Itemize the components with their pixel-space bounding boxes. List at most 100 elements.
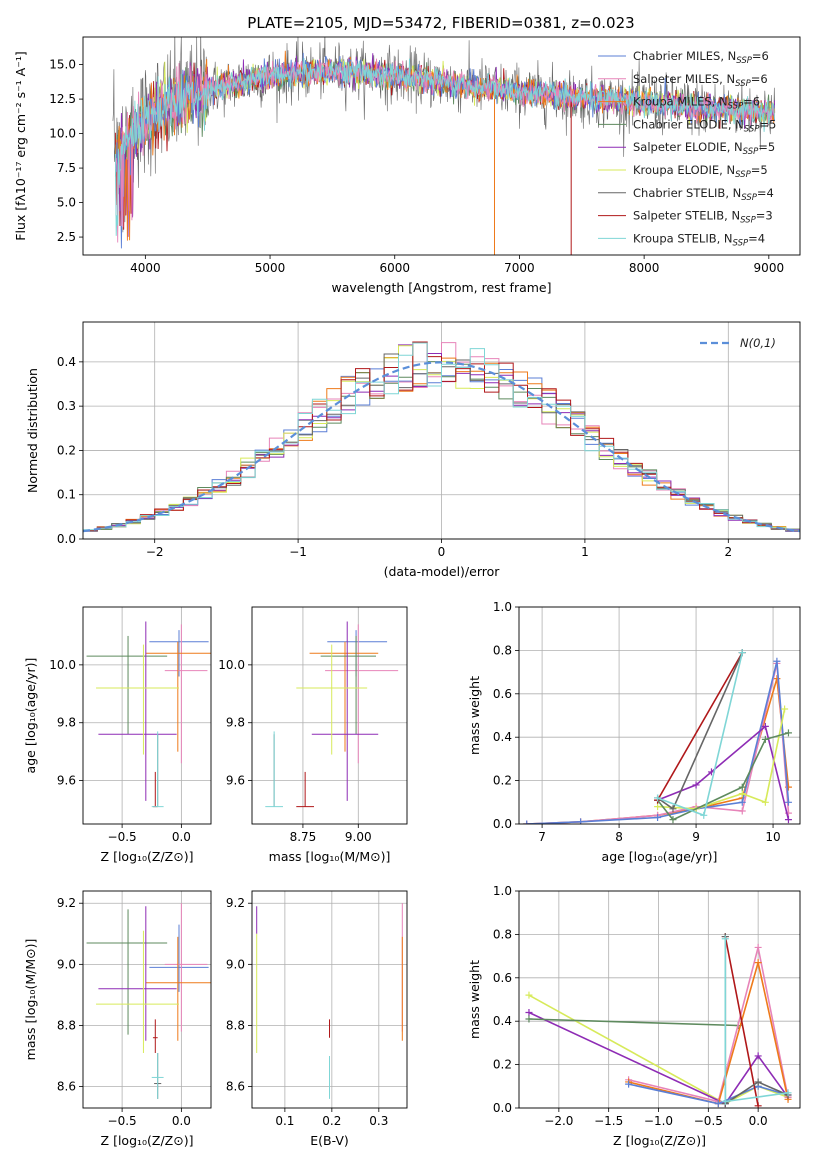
y-tick-label: 0.1 bbox=[57, 488, 76, 502]
weight-line-salpeter-stelib bbox=[656, 652, 743, 801]
legend-label: Kroupa STELIB, NSSP=4 bbox=[633, 231, 765, 248]
x-tick-label: 9 bbox=[692, 830, 700, 844]
axes-age_vs_Z: −0.5 0.0 9.6 9.8 10.0 Z [log₁₀(Z/Z⊙)] age [log… bbox=[23, 606, 212, 864]
weight-point bbox=[738, 807, 746, 815]
weight-point bbox=[738, 783, 746, 791]
y-axis-label: mass weight bbox=[467, 676, 482, 755]
axes-spectrum: 4000 5000 6000 7000 8000 9000 2.5 5.0 7.5 10.0 12.… bbox=[13, 36, 801, 295]
y-tick-label: 0.2 bbox=[493, 1058, 512, 1072]
axes-frame bbox=[251, 606, 408, 825]
weight-point bbox=[525, 991, 533, 999]
legend-label: Chabrier MILES, NSSP=6 bbox=[633, 49, 769, 66]
weight-point bbox=[654, 813, 662, 821]
y-tick-label: 8.6 bbox=[226, 1080, 245, 1094]
x-tick-label: 0.0 bbox=[172, 830, 191, 844]
axes-frame bbox=[518, 890, 801, 1109]
y-axis-label: mass weight bbox=[467, 960, 482, 1039]
plot-area-massweight_vs_Z bbox=[525, 933, 792, 1108]
weight-point bbox=[654, 803, 662, 811]
weight-point bbox=[700, 811, 708, 819]
weight-point bbox=[784, 798, 792, 806]
x-tick-label: 1 bbox=[581, 545, 589, 559]
weight-point bbox=[784, 1089, 792, 1097]
x-tick-label: 7 bbox=[538, 830, 546, 844]
y-tick-label: 0.6 bbox=[493, 971, 512, 985]
x-axis-label: E(B-V) bbox=[310, 1133, 349, 1148]
x-tick-label: 0.0 bbox=[172, 1114, 191, 1128]
spectrum-line-kroupa-stelib bbox=[114, 57, 776, 236]
x-axis-label: (data-model)/error bbox=[384, 564, 501, 579]
y-tick-label: 0.2 bbox=[493, 774, 512, 788]
x-tick-label: 0.0 bbox=[749, 1114, 768, 1128]
y-tick-label: 0.8 bbox=[493, 643, 512, 657]
plot-area-mass_vs_EBV bbox=[256, 903, 403, 1099]
y-tick-label: 0.0 bbox=[57, 532, 76, 546]
x-axis-label: age [log₁₀(age/yr)] bbox=[602, 849, 718, 864]
axes-frame bbox=[251, 890, 408, 1109]
legend-label: Salpeter STELIB, NSSP=3 bbox=[633, 209, 773, 226]
axes-age_vs_mass: 8.75 9.00 9.6 9.8 10.0 mass [log₁₀(M/M⊙)] bbox=[218, 606, 408, 864]
weight-line-kroupa-stelib bbox=[657, 652, 744, 817]
weight-point bbox=[625, 1080, 633, 1088]
y-tick-label: 9.2 bbox=[226, 896, 245, 910]
legend-label: Salpeter MILES, NSSP=6 bbox=[633, 72, 768, 89]
x-tick-label: −1.0 bbox=[644, 1114, 673, 1128]
x-tick-label: −1.5 bbox=[594, 1114, 623, 1128]
x-tick-label: 6000 bbox=[379, 261, 410, 275]
x-tick-label: 9000 bbox=[754, 261, 785, 275]
y-tick-label: 10.0 bbox=[218, 658, 245, 672]
x-tick-label: −0.5 bbox=[108, 830, 137, 844]
plot-area-age_vs_mass bbox=[265, 621, 399, 808]
weight-point bbox=[761, 722, 769, 730]
y-tick-label: 9.2 bbox=[57, 896, 76, 910]
weight-point bbox=[721, 1097, 729, 1105]
weight-point bbox=[721, 935, 729, 943]
x-tick-label: 9.00 bbox=[345, 830, 372, 844]
legend-label: Kroupa ELODIE, NSSP=5 bbox=[633, 163, 768, 180]
x-tick-label: 8 bbox=[615, 830, 623, 844]
y-tick-label: 8.8 bbox=[57, 1018, 76, 1032]
axes-frame bbox=[82, 606, 212, 825]
weight-point bbox=[773, 675, 781, 683]
weight-point bbox=[669, 816, 677, 824]
weight-point bbox=[738, 798, 746, 806]
y-tick-label: 9.6 bbox=[226, 774, 245, 788]
weight-point bbox=[692, 781, 700, 789]
figure-title: PLATE=2105, MJD=53472, FIBERID=0381, z=0… bbox=[247, 14, 634, 32]
weight-line-kroupa-elodie bbox=[528, 994, 789, 1105]
x-tick-label: 8000 bbox=[629, 261, 660, 275]
weight-line-salpeter-miles bbox=[628, 947, 789, 1103]
legend-label: Chabrier STELIB, NSSP=4 bbox=[633, 186, 774, 203]
gaussian-curve bbox=[83, 361, 800, 533]
y-tick-label: 15.0 bbox=[49, 58, 76, 72]
y-tick-label: 0.6 bbox=[493, 687, 512, 701]
weight-point bbox=[738, 790, 746, 798]
x-tick-label: −0.5 bbox=[108, 1114, 137, 1128]
weight-point bbox=[784, 816, 792, 824]
legend-label: Salpeter ELODIE, NSSP=5 bbox=[633, 140, 775, 157]
weight-line-kroupa-miles bbox=[628, 962, 789, 1105]
y-axis-label: mass [log₁₀(M/M⊙)] bbox=[23, 939, 38, 1061]
plot-area-residual_histogram bbox=[83, 341, 800, 534]
hist-step-kroupa-stelib bbox=[83, 342, 800, 534]
weight-line-chabrier-elodie bbox=[656, 732, 789, 821]
plot-area-massweight_vs_age bbox=[523, 649, 792, 824]
y-tick-label: 0.4 bbox=[57, 355, 76, 369]
y-tick-label: 2.5 bbox=[57, 230, 76, 244]
weight-point bbox=[754, 1052, 762, 1060]
x-tick-label: 4000 bbox=[130, 261, 161, 275]
weight-line-chabrier-elodie bbox=[528, 1018, 739, 1027]
y-tick-label: 0.8 bbox=[493, 927, 512, 941]
x-tick-label: −1 bbox=[289, 545, 307, 559]
y-tick-label: 0.3 bbox=[57, 399, 76, 413]
weight-point bbox=[761, 735, 769, 743]
weight-point bbox=[525, 1009, 533, 1017]
x-axis-label: mass [log₁₀(M/M⊙)] bbox=[269, 849, 391, 864]
y-tick-label: 12.5 bbox=[49, 92, 76, 106]
axes-mass_vs_Z: −0.5 0.0 8.6 8.8 9.0 9.2 Z [log₁₀(Z/Z⊙)] mass [… bbox=[23, 890, 212, 1148]
weight-point bbox=[761, 798, 769, 806]
legend-label: N(0,1) bbox=[740, 336, 776, 350]
legend-label: Kroupa MILES, NSSP=6 bbox=[633, 95, 760, 112]
y-tick-label: 0.2 bbox=[57, 443, 76, 457]
